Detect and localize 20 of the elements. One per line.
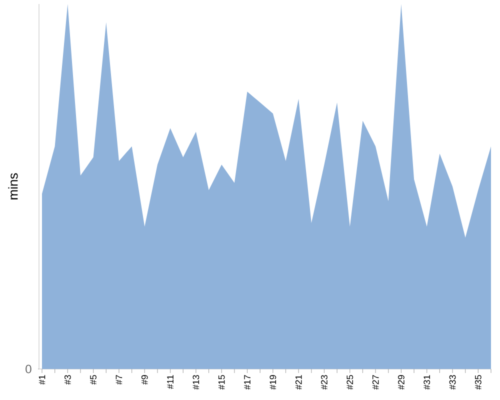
- x-tick-label: #29: [398, 375, 404, 390]
- x-tick-label: #5: [90, 375, 96, 385]
- x-tick-label: #17: [244, 375, 250, 390]
- x-tick-label: #21: [295, 375, 302, 390]
- x-tick-label: #27: [372, 375, 379, 390]
- x-tick-label: #25: [346, 375, 354, 390]
- x-tick-label: #35: [474, 375, 482, 390]
- text: 0: [26, 364, 32, 374]
- x-tick-label: #11: [167, 375, 174, 389]
- x-tick-label: #31: [424, 375, 430, 390]
- x-tick-label: #13: [192, 375, 200, 390]
- y-axis-title: mins: [8, 173, 18, 200]
- x-tick-label: #7: [116, 375, 122, 385]
- x-tick-label: #33: [449, 375, 456, 390]
- x-tick-label: #23: [321, 375, 328, 390]
- x-tick-label: #15: [218, 375, 225, 390]
- x-tick-label: #3: [64, 375, 71, 385]
- x-tick-label: #9: [141, 375, 148, 385]
- x-tick-label: #1: [38, 375, 46, 385]
- x-tick-label: #19: [270, 375, 276, 390]
